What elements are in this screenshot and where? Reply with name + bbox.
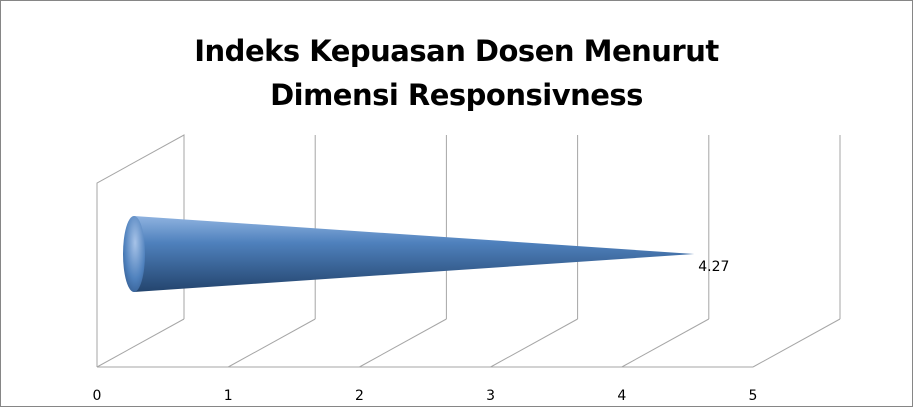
floor-line-3 bbox=[490, 318, 578, 368]
x-tick-label-3: 3 bbox=[486, 388, 495, 404]
x-tick-label-1: 1 bbox=[224, 388, 233, 404]
floor-line-5 bbox=[752, 318, 841, 368]
chart-title-line-1: Indeks Kepuasan Dosen Menurut bbox=[194, 34, 719, 68]
bars bbox=[123, 216, 695, 292]
floor-line-2 bbox=[359, 318, 447, 368]
chart-title-line-2: Dimensi Responsivness bbox=[270, 78, 643, 112]
x-tick-label-4: 4 bbox=[617, 388, 626, 404]
bar-cone-base bbox=[123, 216, 145, 292]
data-labels: 4.27 bbox=[698, 259, 729, 275]
x-axis-ticks: 0 1 2 3 4 5 bbox=[93, 388, 758, 404]
floor-line-1 bbox=[227, 318, 316, 368]
x-tick-label-0: 0 bbox=[93, 388, 102, 404]
bar-0 bbox=[123, 216, 695, 292]
x-tick-label-2: 2 bbox=[355, 388, 364, 404]
data-label-0: 4.27 bbox=[698, 259, 729, 275]
floor-line-4 bbox=[621, 318, 710, 368]
x-tick-label-5: 5 bbox=[749, 388, 758, 404]
bar-cone-body bbox=[134, 216, 695, 292]
floor-line-0 bbox=[96, 318, 185, 368]
chart-title: Indeks Kepuasan Dosen Menurut Dimensi Re… bbox=[1, 29, 912, 117]
